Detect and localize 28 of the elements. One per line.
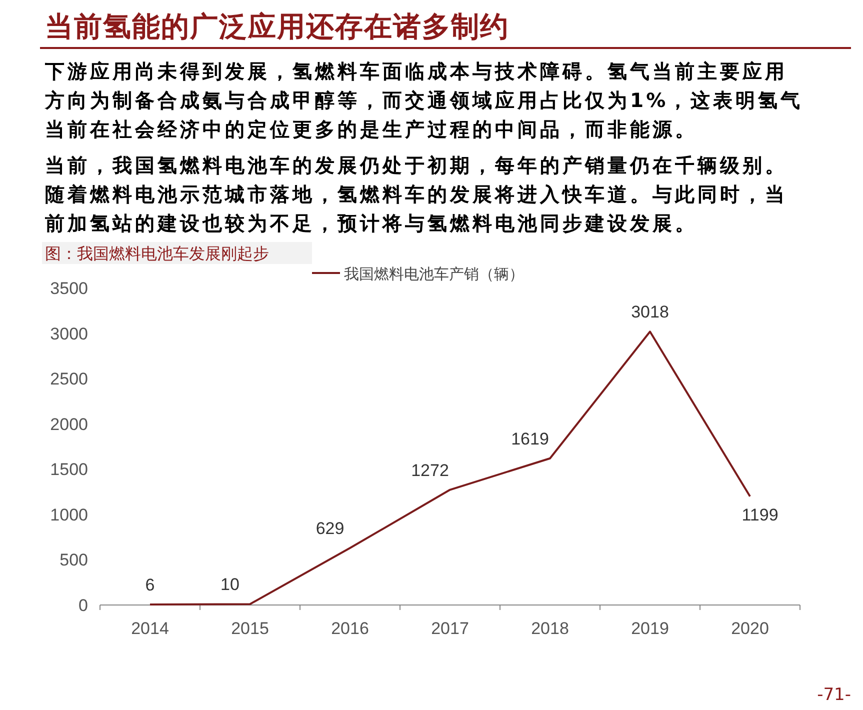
y-tick-label: 1500: [50, 460, 88, 480]
data-label: 629: [316, 519, 344, 538]
data-label: 6: [145, 575, 155, 594]
data-label: 1199: [742, 505, 778, 524]
y-tick-label: 500: [60, 550, 88, 570]
data-label: 10: [220, 575, 240, 594]
y-tick-label: 2500: [50, 370, 88, 389]
y-tick-label: 1000: [50, 505, 88, 524]
text: 下游应用尚未得到发展，氢燃料车面临成本与技术障碍。氢气当前主要应用方向为制备合成氨与合成甲醇等，而交通领域应用占比仅为1%，这表明氢气当前在社会经济中的定位更多的是生产过程的中间品，而非能源。: [44, 60, 804, 141]
data-label: 3018: [631, 302, 669, 322]
data-label: 1272: [411, 460, 449, 480]
x-tick-label: 2019: [631, 619, 669, 638]
x-tick-label: 2016: [331, 619, 369, 638]
legend-label: 我国燃料电池车产销（辆）: [344, 265, 524, 283]
y-tick-label: 3500: [50, 279, 88, 298]
text: 当前，我国氢燃料电池车的发展仍处于初期，每年的产销量仍在千辆级别。随着燃料电池示范城市落地，氢燃料车的发展将进入快车道。与此同时，当前加氢站的建设也较为不足，预计将与氢燃料电池同步建设发展。: [44, 154, 788, 235]
x-tick-label: 2014: [131, 619, 169, 638]
chart-subtitle: 图：我国燃料电池车发展刚起步: [45, 244, 269, 263]
y-tick-label: 0: [78, 596, 88, 615]
y-tick-label: 2000: [50, 414, 88, 434]
text: -71-: [817, 685, 851, 705]
x-tick-label: 2017: [431, 619, 469, 638]
x-tick-label: 2018: [531, 619, 569, 638]
chart-title: 当前氢能的广泛应用还存在诸多制约: [45, 10, 509, 43]
x-tick-label: 2015: [231, 619, 269, 638]
x-tick-label: 2020: [731, 619, 769, 638]
y-tick-label: 3000: [50, 324, 88, 344]
data-label: 1619: [511, 429, 549, 448]
